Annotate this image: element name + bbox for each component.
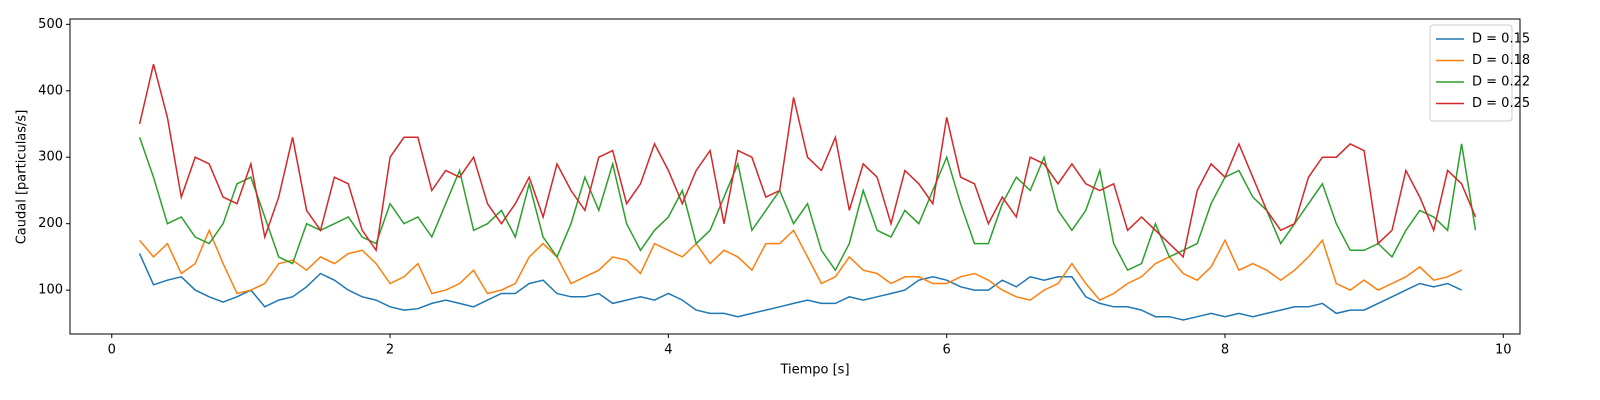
y-tick-label: 100 xyxy=(38,283,63,298)
x-tick-label: 0 xyxy=(108,343,116,358)
legend-box xyxy=(1429,24,1513,122)
series-line xyxy=(138,253,1462,321)
x-tick-label: 10 xyxy=(1495,343,1512,358)
y-tick-label: 200 xyxy=(38,216,63,231)
legend-label: D = 0.15 xyxy=(1472,32,1530,47)
legend-label: D = 0.22 xyxy=(1472,75,1530,90)
y-tick-label: 300 xyxy=(38,150,63,165)
x-axis-label: Tiempo [s] xyxy=(779,363,849,378)
plot-frame xyxy=(69,18,1521,335)
y-tick-label: 500 xyxy=(38,17,63,32)
series-line xyxy=(139,228,1462,302)
series-line xyxy=(138,137,1477,272)
x-tick-label: 6 xyxy=(943,343,951,358)
legend-label: D = 0.18 xyxy=(1472,53,1530,68)
x-tick-label: 8 xyxy=(1221,343,1229,358)
x-tick-label: 4 xyxy=(664,343,672,358)
x-tick-label: 2 xyxy=(386,343,394,358)
legend-label: D = 0.25 xyxy=(1472,96,1530,111)
y-tick-label: 400 xyxy=(38,83,63,98)
y-axis-label: Caudal [particulas/s] xyxy=(15,110,30,245)
series-line xyxy=(138,64,1477,259)
